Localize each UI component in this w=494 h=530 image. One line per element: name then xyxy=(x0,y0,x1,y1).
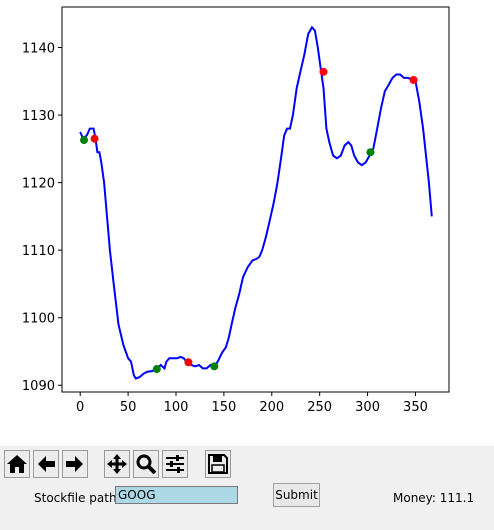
y-tick-label: 1110 xyxy=(22,244,55,259)
forward-arrow-icon xyxy=(66,456,83,472)
x-tick-label: 300 xyxy=(355,400,380,415)
x-tick-label: 250 xyxy=(307,400,332,415)
stockfile-form: Stockfile path: Submit Money: 111.1 xyxy=(0,483,494,530)
x-tick-label: 350 xyxy=(403,400,428,415)
sell-marker xyxy=(90,134,99,143)
configure-subplots-icon xyxy=(166,455,184,473)
y-tick-label: 1120 xyxy=(22,177,55,192)
price-chart: 0 50 100 150 200 250 300 350 1090 1100 1110 1120 11… xyxy=(22,6,450,415)
plot-figure: 0 50 100 150 200 250 300 350 1090 1100 1110 1120 11… xyxy=(0,0,494,446)
zoom-button[interactable] xyxy=(133,450,159,478)
y-tick-label: 1130 xyxy=(22,109,55,124)
x-tick-label: 0 xyxy=(76,400,84,415)
buy-marker xyxy=(80,136,89,145)
home-button[interactable] xyxy=(4,450,30,478)
pan-icon xyxy=(107,454,127,474)
configure-subplots-button[interactable] xyxy=(162,450,188,478)
y-tick-label: 1140 xyxy=(22,42,55,57)
sell-marker xyxy=(184,358,193,367)
buy-marker xyxy=(210,362,219,371)
pan-button[interactable] xyxy=(104,450,130,478)
x-tick-label: 200 xyxy=(259,400,284,415)
buy-marker xyxy=(152,365,161,374)
sell-marker xyxy=(319,67,328,76)
submit-button[interactable]: Submit xyxy=(273,483,320,507)
save-icon xyxy=(208,454,228,474)
stockfile-path-label: Stockfile path: xyxy=(34,491,121,505)
zoom-icon xyxy=(136,454,157,475)
money-display: Money: 111.1 xyxy=(393,491,475,505)
x-tick-label: 50 xyxy=(120,400,137,415)
back-arrow-icon xyxy=(38,456,55,472)
x-tick-label: 150 xyxy=(211,400,236,415)
back-button[interactable] xyxy=(33,450,59,478)
y-tick-label: 1090 xyxy=(22,379,55,394)
buy-marker xyxy=(366,148,375,157)
sell-marker xyxy=(409,75,418,84)
stockfile-path-input[interactable] xyxy=(115,486,238,504)
save-button[interactable] xyxy=(205,450,231,478)
plot-frame xyxy=(61,6,450,393)
x-tick-label: 100 xyxy=(164,400,189,415)
home-icon xyxy=(7,455,27,473)
forward-button[interactable] xyxy=(62,450,88,478)
navigation-toolbar xyxy=(0,446,494,486)
y-tick-label: 1100 xyxy=(22,312,55,327)
